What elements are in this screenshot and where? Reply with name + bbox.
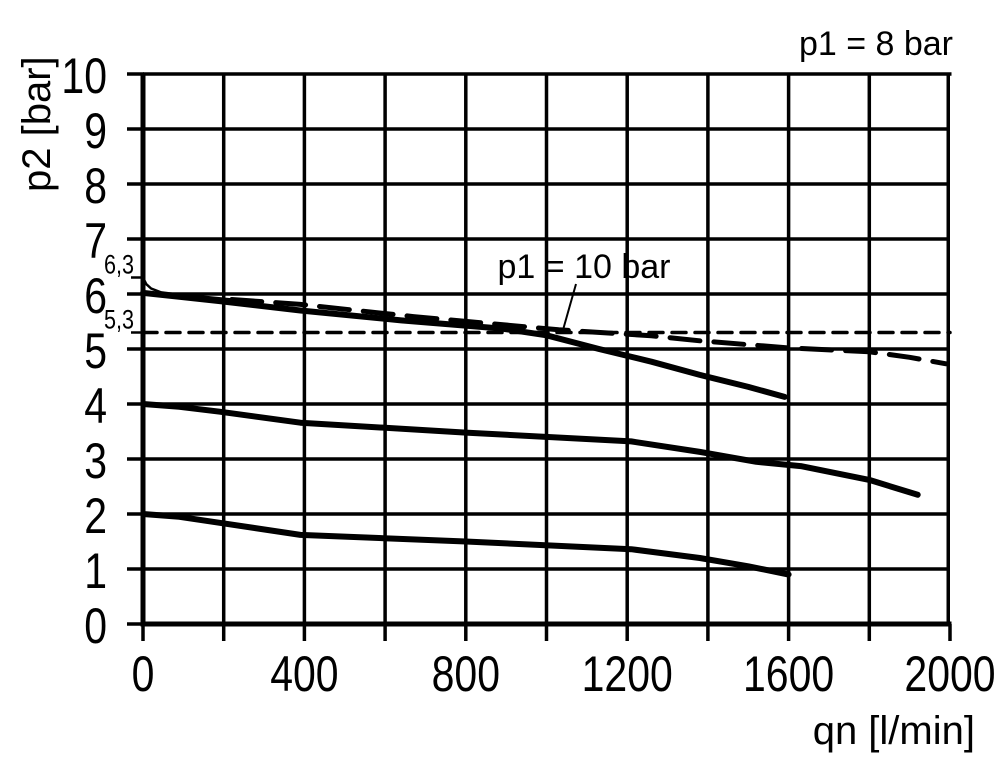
y-tick-label: 8: [84, 158, 107, 214]
axis-ticks: [127, 72, 952, 641]
x-tick-label: 1200: [582, 646, 673, 702]
grid-lines: [140, 72, 952, 627]
y-special-label: 5,3: [104, 305, 134, 335]
series-curve-setpoint-2-bar: [140, 511, 792, 578]
y-tick-label: 0: [84, 598, 107, 654]
series-curve-setpoint-6-bar: [140, 289, 788, 400]
y-tick-label: 3: [84, 433, 107, 489]
x-tick-label: 400: [270, 646, 338, 702]
series-p1-10bar-characteristic: [229, 297, 949, 367]
chart-title: p1 = 8 bar: [799, 25, 953, 63]
x-tick-label: 1600: [743, 646, 834, 702]
y-tick-label: 2: [84, 488, 107, 544]
y-axis-label: p2 [bar]: [15, 56, 59, 192]
y-tick-label: 4: [84, 378, 107, 434]
annotation-text: p1 = 10 bar: [498, 248, 671, 286]
series-curve-setpoint-4-bar: [140, 401, 921, 498]
y-tick-label: 1: [84, 543, 107, 599]
x-tick-label: 0: [132, 646, 155, 702]
y-tick-label: 9: [84, 103, 107, 159]
y-special-label: 6,3: [104, 250, 134, 280]
annotation-p1-10-bar: p1 = 10 bar: [498, 248, 671, 332]
y-tick-label: 7: [84, 213, 107, 269]
x-axis-label: qn [l/min]: [813, 709, 975, 753]
annotation-leader-line: [561, 283, 577, 332]
x-tick-label: 800: [432, 646, 500, 702]
y-tick-label: 6: [84, 268, 107, 324]
y-tick-label: 10: [61, 48, 107, 104]
data-curves: [140, 276, 952, 578]
x-tick-label: 2000: [904, 646, 995, 702]
y-tick-label: 5: [84, 323, 107, 379]
